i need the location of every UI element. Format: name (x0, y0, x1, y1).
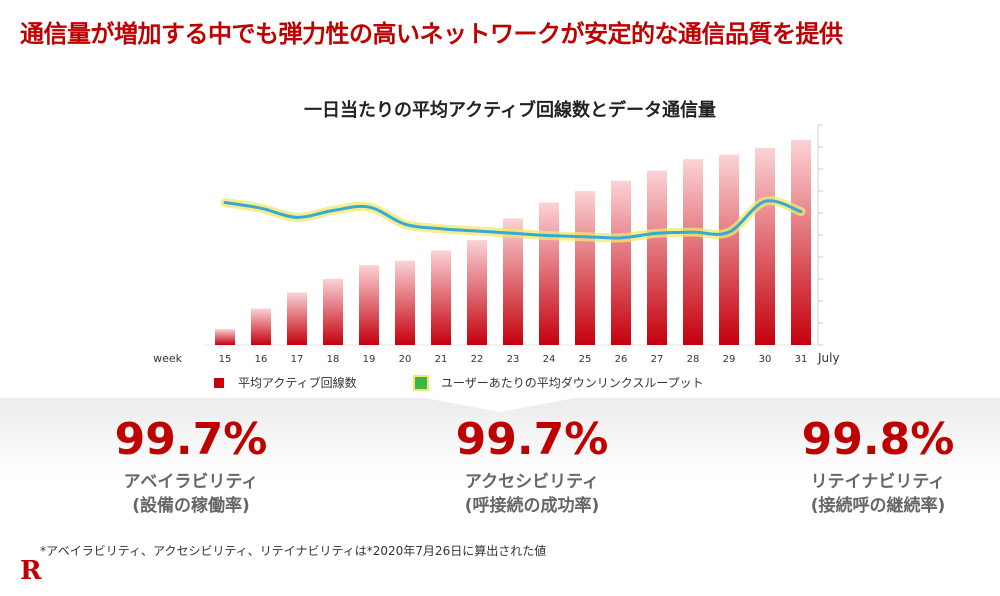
headline: 通信量が増加する中でも弾力性の高いネットワークが安定的な通信品質を提供 (20, 20, 843, 48)
bar-25 (575, 191, 595, 345)
x-tick-label: 20 (399, 354, 412, 365)
metric-subtitle: (設備の稼働率) (132, 496, 250, 516)
x-tick-label: 15 (219, 354, 232, 365)
throughput-line (223, 199, 803, 240)
metric-availability: 99.7% アベイラビリティ (設備の稼働率) (71, 414, 311, 518)
x-tick-label: 16 (255, 354, 268, 365)
x-tick-label: 30 (759, 354, 772, 365)
metric-retainability: 99.8% リテイナビリティ (接続呼の継続率) (758, 414, 998, 518)
x-tick-label: 27 (651, 354, 664, 365)
bar-30 (755, 147, 775, 345)
legend-line-swatch (413, 374, 429, 391)
x-axis-end-label: July (817, 351, 840, 365)
x-tick-label: 21 (435, 354, 448, 365)
bar-26 (611, 180, 631, 345)
x-tick-label: 26 (615, 354, 628, 365)
x-tick-label: 17 (291, 354, 304, 365)
x-tick-label: 25 (579, 354, 592, 365)
legend-bar-swatch (214, 377, 224, 388)
legend-line: ユーザーあたりの平均ダウンリンクスループット (413, 374, 704, 391)
bar-27 (647, 170, 667, 345)
x-tick-label: 23 (507, 354, 520, 365)
bar-15 (215, 329, 235, 345)
bar-28 (683, 159, 703, 345)
metric-name: アベイラビリティ (123, 472, 259, 492)
bar-29 (719, 154, 739, 345)
metric-name: アクセシビリティ (464, 472, 600, 492)
bar-17 (287, 292, 307, 345)
bar-22 (467, 240, 487, 345)
metrics-panel-background (0, 398, 1000, 596)
bar-24 (539, 202, 559, 345)
metric-name: リテイナビリティ (810, 472, 946, 492)
metric-accessibility: 99.7% アクセシビリティ (呼接続の成功率) (412, 414, 652, 518)
bar-18 (323, 278, 343, 345)
x-tick-label: 28 (687, 354, 700, 365)
chart: 15 16 17 18 19 20 21 22 23 24 25 26 27 28 29 30 31 week Ju… (153, 124, 840, 365)
chart-title: 一日当たりの平均アクティブ回線数とデータ通信量 (303, 100, 717, 121)
bar-23 (503, 218, 523, 345)
bar-31 (791, 139, 811, 345)
legend-bars: 平均アクティブ回線数 (214, 374, 357, 391)
footnote: *アベイラビリティ、アクセシビリティ、リテイナビリティは*2020年7月26日に… (40, 544, 547, 558)
metric-value: 99.8% (801, 414, 955, 465)
rakuten-logo: R (20, 556, 42, 586)
bar-20 (395, 260, 415, 345)
bar-16 (251, 308, 271, 345)
x-tick-label: 31 (795, 354, 808, 365)
metric-subtitle: (呼接続の成功率) (464, 496, 600, 516)
legend-line-label: ユーザーあたりの平均ダウンリンクスループット (441, 376, 704, 390)
x-tick-label: 18 (327, 354, 340, 365)
legend-bar-label: 平均アクティブ回線数 (238, 376, 357, 390)
bar-19 (359, 265, 379, 345)
bar-21 (431, 250, 451, 345)
metric-value: 99.7% (455, 414, 609, 465)
x-tick-label: 24 (543, 354, 556, 365)
metric-value: 99.7% (114, 414, 268, 465)
x-tick-label: 19 (363, 354, 376, 365)
metric-subtitle: (接続呼の継続率) (810, 496, 946, 516)
x-axis-label: week (153, 352, 183, 365)
x-tick-label: 22 (471, 354, 484, 365)
x-tick-label: 29 (723, 354, 736, 365)
